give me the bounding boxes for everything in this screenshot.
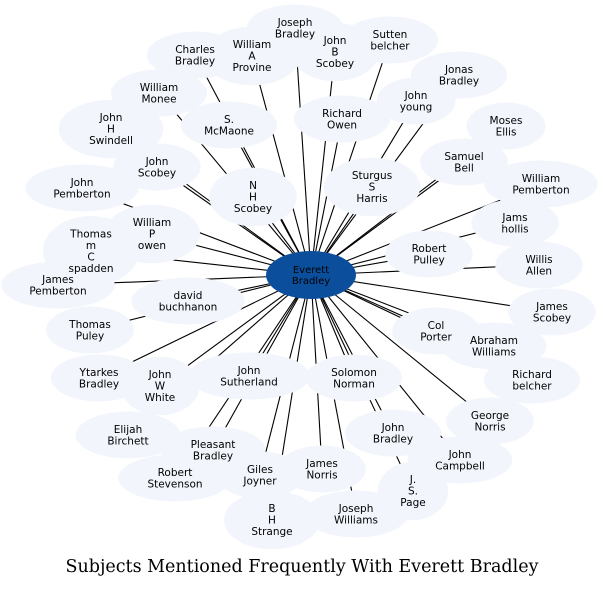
node-bubble-s-mcmaone bbox=[180, 101, 278, 149]
edge-george-norris bbox=[310, 274, 491, 422]
node-bubble-thomas-puley bbox=[46, 306, 134, 354]
node-label-pleasant-bradley[interactable]: Pleasant Bradley bbox=[191, 439, 236, 463]
center-node-everett-bradley[interactable] bbox=[266, 251, 356, 299]
node-label-willis-allen[interactable]: Willis Allen bbox=[525, 254, 552, 278]
node-label-moses-ellis[interactable]: Moses Ellis bbox=[490, 115, 523, 139]
node-bubble-samuel-bell bbox=[420, 138, 508, 186]
node-bubble-william-a-provine bbox=[203, 26, 301, 86]
node-label-charles-bradley[interactable]: Charles Bradley bbox=[175, 44, 215, 68]
edge-richard-owen bbox=[310, 118, 343, 276]
node-bubble-jams-hollis bbox=[471, 199, 559, 247]
edge-sutten-belcher bbox=[310, 39, 391, 276]
node-bubbles-layer bbox=[1, 4, 598, 550]
node-bubble-john-h-swindell bbox=[58, 99, 164, 159]
node-label-richard-owen[interactable]: Richard Owen bbox=[322, 108, 362, 132]
node-bubble-george-norris bbox=[446, 397, 534, 445]
node-label-william-pemberton[interactable]: William Pemberton bbox=[512, 173, 569, 197]
node-bubble-richard-belcher bbox=[483, 356, 581, 404]
node-label-jams-hollis[interactable]: Jams hollis bbox=[501, 212, 528, 236]
edge-ytarkes-bradley bbox=[98, 274, 312, 379]
node-bubble-william-pemberton bbox=[484, 160, 598, 208]
node-bubble-john-sutherland bbox=[188, 352, 310, 400]
node-label-james-norris[interactable]: James Norris bbox=[305, 458, 338, 482]
node-label-john-w-white[interactable]: John W White bbox=[145, 369, 176, 404]
node-label-john-sutherland[interactable]: John Sutherland bbox=[220, 365, 278, 389]
diagram-title: Subjects Mentioned Frequently With Evere… bbox=[65, 557, 539, 577]
node-label-elijah-birchett[interactable]: Elijah Birchett bbox=[107, 424, 148, 448]
node-label-ytarkes-bradley[interactable]: Ytarkes Bradley bbox=[79, 367, 120, 391]
node-bubble-james-scobey bbox=[508, 288, 596, 336]
node-label-james-pemberton[interactable]: James Pemberton bbox=[29, 274, 86, 298]
node-label-william-monee[interactable]: William Monee bbox=[140, 82, 178, 106]
node-bubble-john-pemberton bbox=[25, 164, 139, 212]
node-bubble-john-b-scobey bbox=[291, 22, 379, 82]
node-bubble-willis-allen bbox=[495, 241, 583, 289]
node-label-john-h-swindell[interactable]: John H Swindell bbox=[89, 112, 133, 147]
center-node-layer: Everett Bradley bbox=[266, 251, 356, 299]
node-bubble-james-norris bbox=[278, 445, 366, 493]
node-label-john-young[interactable]: John young bbox=[400, 90, 433, 114]
node-bubble-john-scobey bbox=[113, 143, 201, 191]
node-label-richard-belcher[interactable]: Richard belcher bbox=[512, 369, 552, 393]
node-bubble-james-pemberton bbox=[1, 261, 115, 309]
node-label-s-mcmaone[interactable]: S. McMaone bbox=[204, 114, 254, 138]
node-bubble-richard-owen bbox=[293, 95, 391, 143]
node-label-john-bradley[interactable]: John Bradley bbox=[373, 422, 413, 446]
node-label-col-porter[interactable]: Col Porter bbox=[420, 320, 452, 344]
edge-charles-bradley bbox=[194, 54, 312, 276]
node-bubble-b-h-strange bbox=[223, 490, 321, 550]
node-bubble-david-buchhanon bbox=[131, 277, 245, 325]
node-bubble-elijah-birchett bbox=[75, 411, 181, 459]
node-label-david-buchhanon[interactable]: david buchhanon bbox=[159, 290, 218, 314]
node-label-j-s-page[interactable]: J. S. Page bbox=[400, 474, 425, 509]
node-label-n-h-scobey[interactable]: N H Scobey bbox=[234, 180, 272, 215]
node-label-sutten-belcher[interactable]: Sutten belcher bbox=[370, 29, 410, 53]
node-label-samuel-bell[interactable]: Samuel Bell bbox=[444, 151, 483, 175]
node-label-robert-pulley[interactable]: Robert Pulley bbox=[412, 243, 447, 267]
node-label-thomas-puley[interactable]: Thomas Puley bbox=[68, 319, 111, 343]
node-bubble-john-w-white bbox=[120, 356, 200, 416]
node-label-b-h-strange[interactable]: B H Strange bbox=[251, 503, 292, 538]
node-label-john-scobey[interactable]: John Scobey bbox=[138, 156, 176, 180]
node-bubble-joseph-williams bbox=[303, 490, 409, 538]
node-label-joseph-bradley[interactable]: Joseph Bradley bbox=[275, 17, 315, 41]
edge-william-a-provine bbox=[251, 55, 312, 276]
center-node-label: Everett Bradley bbox=[292, 265, 330, 287]
edge-john-b-scobey bbox=[310, 51, 336, 276]
node-bubble-solomon-norman bbox=[305, 354, 403, 402]
node-bubble-robert-stevenson bbox=[118, 454, 232, 502]
node-bubble-john-bradley bbox=[344, 409, 442, 457]
edge-joseph-bradley bbox=[294, 27, 312, 276]
edge-john-bradley bbox=[310, 274, 394, 434]
node-bubble-sturgus-s-harris bbox=[323, 157, 421, 217]
node-label-solomon-norman[interactable]: Solomon Norman bbox=[331, 367, 377, 391]
node-bubble-john-young bbox=[376, 77, 456, 125]
node-label-john-campbell[interactable]: John Campbell bbox=[435, 449, 485, 473]
node-label-william-a-provine[interactable]: William A Provine bbox=[233, 39, 272, 74]
node-labels-layer: Joseph Bradley Sutten belcher Charles Bradley… bbox=[29, 17, 571, 538]
node-bubble-robert-pulley bbox=[385, 230, 473, 278]
node-label-john-pemberton[interactable]: John Pemberton bbox=[53, 177, 110, 201]
node-label-jonas-bradley[interactable]: Jonas Bradley bbox=[439, 64, 479, 88]
node-label-abraham-williams[interactable]: Abraham Williams bbox=[470, 335, 518, 359]
node-bubble-moses-ellis bbox=[466, 102, 546, 150]
node-label-john-b-scobey[interactable]: John B Scobey bbox=[316, 35, 354, 70]
node-bubble-n-h-scobey bbox=[209, 167, 297, 227]
node-label-robert-stevenson[interactable]: Robert Stevenson bbox=[147, 467, 202, 491]
node-label-joseph-williams[interactable]: Joseph Williams bbox=[334, 503, 378, 527]
node-label-giles-joyner[interactable]: Giles Joyner bbox=[242, 464, 277, 488]
node-label-sturgus-s-harris[interactable]: Sturgus S Harris bbox=[352, 170, 392, 205]
node-label-george-norris[interactable]: George Norris bbox=[471, 410, 509, 434]
node-label-james-scobey[interactable]: James Scobey bbox=[533, 301, 571, 325]
